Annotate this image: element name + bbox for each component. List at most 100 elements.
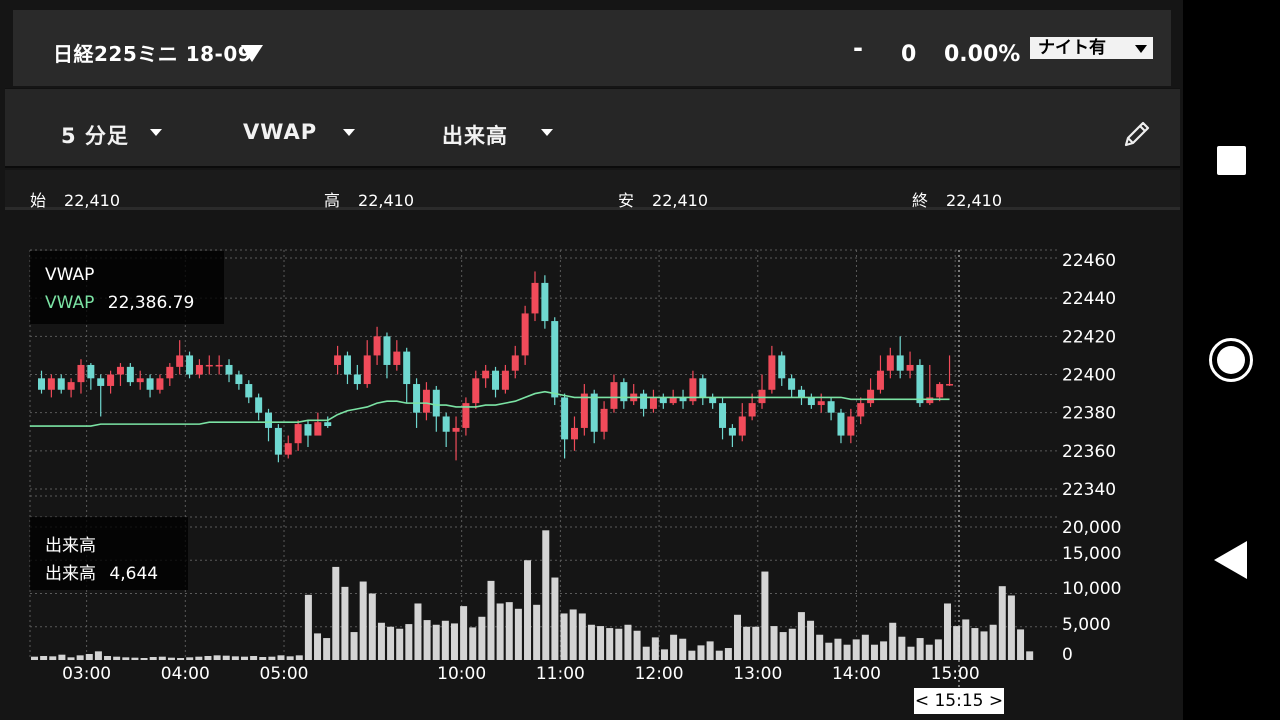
interval-select[interactable]: 5 分足 <box>61 124 129 148</box>
candle-body <box>324 422 332 427</box>
volume-bar <box>350 632 358 660</box>
candle-body <box>689 378 697 402</box>
candle-body <box>649 397 657 409</box>
price-tick-label: 22420 <box>1062 327 1116 347</box>
vwap-legend: VWAP VWAP 22,386.79 <box>30 251 224 324</box>
indicator-dropdown-icon[interactable] <box>343 129 355 136</box>
volume-bar <box>332 566 340 660</box>
price-tick-label: 22340 <box>1062 480 1116 500</box>
volume-bar <box>524 560 532 660</box>
candle-body <box>38 378 45 390</box>
candle-body <box>699 378 707 398</box>
candle-body <box>926 397 934 404</box>
vwap-legend-name: VWAP <box>45 293 95 313</box>
time-tick-label: 05:00 <box>260 664 309 684</box>
volume-bar <box>76 655 84 660</box>
candle-body <box>837 412 845 436</box>
candle-body <box>107 374 115 386</box>
interval-dropdown-icon[interactable] <box>150 129 162 136</box>
cursor-time-label[interactable]: < 15:15 > <box>914 688 1004 714</box>
candle-body <box>373 336 381 356</box>
volume-bar <box>770 626 778 660</box>
volume-bar <box>478 616 486 660</box>
pencil-icon[interactable] <box>1121 118 1153 150</box>
candle-body <box>146 378 154 390</box>
volume-legend-value: 4,644 <box>109 564 159 584</box>
candle-body <box>304 424 312 436</box>
candle-body <box>284 443 292 455</box>
vwap-legend-value: 22,386.79 <box>107 293 195 313</box>
volume-bar <box>341 586 349 660</box>
symbol-dropdown-icon[interactable] <box>241 45 263 62</box>
indicator-select[interactable]: VWAP <box>243 120 318 144</box>
volume-bar <box>697 645 705 660</box>
volume-bar <box>615 628 623 660</box>
volume-bar <box>560 613 568 660</box>
volume-bar <box>1026 651 1034 660</box>
candle-body <box>679 397 687 402</box>
candle-body <box>413 384 421 413</box>
candle-body <box>452 427 460 432</box>
back-icon[interactable] <box>1214 541 1247 579</box>
symbol-title[interactable]: 日経225ミニ 18-09 <box>53 42 253 66</box>
volume-bar <box>907 646 915 660</box>
volume-bar <box>542 530 550 660</box>
candle-body <box>255 397 263 413</box>
volume-bar <box>715 650 723 660</box>
candle-body <box>580 393 588 428</box>
volume-bar <box>980 631 988 660</box>
high-label: 高 <box>324 191 341 210</box>
candle-body <box>462 403 470 428</box>
candle-body <box>116 366 124 375</box>
candle-body <box>817 401 825 406</box>
sub-indicator-dropdown-icon[interactable] <box>541 129 553 136</box>
candle-body <box>126 366 134 383</box>
chart-toolbar: 5 分足 VWAP 出来高 <box>5 88 1180 168</box>
volume-bar <box>852 639 860 660</box>
candle-body <box>432 389 440 417</box>
candle-body <box>334 355 342 365</box>
volume-bar <box>259 657 267 660</box>
volume-bar <box>916 638 924 660</box>
candle-body <box>797 389 805 398</box>
close-value: 22,410 <box>946 191 1002 210</box>
chart-canvas[interactable]: 22460 22440 22420 22400 22380 22360 22340 20,00… <box>0 212 1183 720</box>
volume-bar <box>158 656 166 660</box>
ohlc-open: 始 22,410 <box>30 187 120 211</box>
night-session-select[interactable]: ナイト有 <box>1030 37 1153 59</box>
candle-body <box>896 355 904 371</box>
high-value: 22,410 <box>358 191 414 210</box>
volume-bar <box>496 603 504 660</box>
candle-body <box>67 382 75 390</box>
candle-body <box>541 282 549 322</box>
volume-bar <box>460 606 468 660</box>
volume-bar <box>487 580 495 660</box>
candle-body <box>610 382 618 409</box>
volume-bar <box>788 628 796 660</box>
volume-bar <box>140 658 148 660</box>
volume-bar <box>405 624 413 660</box>
time-tick-label: 10:00 <box>437 664 486 684</box>
ohlc-low: 安 22,410 <box>618 187 708 211</box>
volume-bar <box>843 644 851 660</box>
candle-body <box>511 355 519 371</box>
candle-body <box>156 378 164 390</box>
volume-legend-name: 出来高 <box>45 564 96 584</box>
volume-bar <box>67 657 75 660</box>
chart-area[interactable]: 22460 22440 22420 22400 22380 22360 22340 20,00… <box>0 212 1183 720</box>
candle-body <box>176 355 184 367</box>
volume-bar <box>213 655 221 660</box>
volume-bar <box>387 626 395 660</box>
sub-indicator-select[interactable]: 出来高 <box>442 124 508 148</box>
candle-body <box>827 401 835 413</box>
volume-bar <box>314 633 322 660</box>
candle-body <box>768 355 776 390</box>
price-tick-label: 22400 <box>1062 366 1116 386</box>
home-icon[interactable] <box>1209 338 1253 382</box>
volume-legend-row: 出来高 4,644 <box>45 559 158 584</box>
recent-apps-icon[interactable] <box>1217 146 1246 175</box>
volume-bar <box>58 654 66 660</box>
volume-bar <box>368 593 376 660</box>
volume-bar <box>167 657 175 660</box>
volume-bar <box>825 642 833 660</box>
